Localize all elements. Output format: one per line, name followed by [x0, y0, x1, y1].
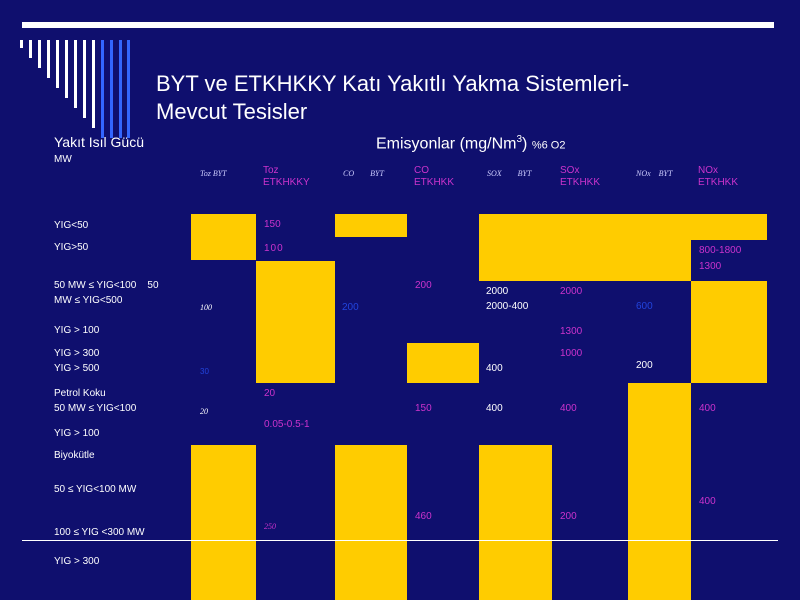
stripe — [83, 40, 86, 118]
col-co-etk: CO ETKHKK — [414, 165, 455, 188]
cell-value: 200 — [636, 360, 653, 371]
divider-line — [22, 540, 778, 541]
cell-value: 100 — [264, 243, 284, 254]
cell-value: 400 — [699, 403, 716, 414]
cell-value: 2000-400 — [486, 301, 529, 312]
stripe — [119, 40, 122, 138]
cell-value: 800-1800 — [699, 245, 742, 256]
highlight-cell — [256, 261, 335, 383]
cell-value: 150 — [415, 403, 432, 414]
stripe — [110, 40, 113, 138]
cell-value: 400 — [486, 363, 503, 374]
highlight-cell — [335, 214, 407, 237]
row-label: 100 ≤ YIG <300 MW — [54, 527, 145, 538]
stripe — [74, 40, 77, 108]
cell-value: 400 — [560, 403, 577, 414]
col-co-byt: CO BYT — [343, 169, 384, 178]
emissions-title: Emisyonlar (mg/Nm — [376, 135, 517, 153]
row-label: YIG > 300 — [54, 556, 100, 567]
stripe — [56, 40, 59, 88]
cell-value: 400 — [486, 403, 503, 414]
cell-value: 1300 — [560, 326, 583, 337]
highlight-cell — [191, 445, 256, 600]
highlight-cell — [691, 343, 767, 383]
emissions-sup: 3 — [516, 134, 523, 145]
cell-value: 2000 — [486, 286, 509, 297]
col-nox-etk: NOx ETKHKK — [698, 165, 739, 188]
row-label: Biyokütle — [54, 450, 95, 461]
decorative-stripes — [0, 0, 140, 140]
highlight-cell — [691, 281, 767, 343]
row-label: YIG > 500 — [54, 363, 100, 374]
highlight-cell — [191, 214, 256, 260]
header-emissions: Emisyonlar (mg/Nm3) %6 O2 — [376, 134, 565, 153]
header-fuel-power: Yakıt Isıl Gücü — [54, 134, 144, 150]
row-label: Petrol Koku — [54, 388, 106, 399]
row-label: 50 MW ≤ YIG<100 50 — [54, 280, 159, 291]
col-toz-byt: Toz BYT — [200, 169, 227, 178]
cell-value: 150 — [264, 219, 281, 230]
row-label: MW ≤ YIG<500 — [54, 295, 123, 306]
highlight-cell — [479, 240, 691, 281]
highlight-cell — [479, 445, 552, 600]
stripe — [65, 40, 68, 98]
row-label: YIG > 100 — [54, 428, 100, 439]
cell-value: 600 — [636, 301, 653, 312]
row-label: 50 MW ≤ YIG<100 — [54, 403, 137, 414]
stripe — [38, 40, 41, 68]
stripe — [101, 40, 104, 138]
highlight-cell — [479, 214, 767, 240]
header-unit: MW — [54, 154, 72, 165]
col-toz-etk: Toz ETKHKKY — [263, 165, 310, 188]
row-label: YIG > 100 — [54, 325, 100, 336]
title-line-1: BYT ve ETKHKKY Katı Yakıtlı Yakma Sistem… — [156, 71, 630, 96]
col-nox-byt: NOx BYT — [636, 169, 673, 178]
cell-value: 1000 — [560, 348, 583, 359]
stripe — [47, 40, 50, 78]
slide-title: BYT ve ETKHKKY Katı Yakıtlı Yakma Sistem… — [156, 70, 776, 126]
highlight-cell — [407, 343, 479, 383]
cell-value: 2000 — [560, 286, 583, 297]
cell-value: 0.05-0.5-1 — [264, 419, 310, 430]
cell-value: 200 — [415, 280, 432, 291]
top-bar — [22, 22, 774, 28]
emissions-o2: %6 O2 — [531, 139, 566, 152]
col-sox-etk: SOx ETKHKK — [560, 165, 601, 188]
cell-value: 100 — [200, 303, 212, 312]
cell-value: 30 — [200, 367, 209, 376]
cell-value: 20 — [264, 388, 276, 399]
cell-value: 460 — [415, 511, 432, 522]
stripe — [29, 40, 32, 58]
cell-value: 200 — [342, 302, 359, 313]
stripe — [127, 40, 130, 138]
stripe — [20, 40, 23, 48]
row-label: YIG>50 — [54, 242, 89, 253]
row-label: YIG<50 — [54, 220, 89, 231]
cell-value: 400 — [699, 496, 716, 507]
col-sox-byt: SOX BYT — [487, 169, 532, 178]
cell-value: 20 — [200, 407, 208, 416]
cell-value: 200 — [560, 511, 577, 522]
cell-value: 1300 — [699, 261, 722, 272]
title-line-2: Mevcut Tesisler — [156, 99, 308, 124]
emissions-close: ) — [522, 135, 528, 153]
cell-value: 250 — [264, 522, 276, 531]
row-label: 50 ≤ YIG<100 MW — [54, 484, 137, 495]
highlight-cell — [628, 383, 691, 600]
stripe — [92, 40, 95, 128]
row-label: YIG > 300 — [54, 348, 100, 359]
highlight-cell — [335, 445, 407, 600]
